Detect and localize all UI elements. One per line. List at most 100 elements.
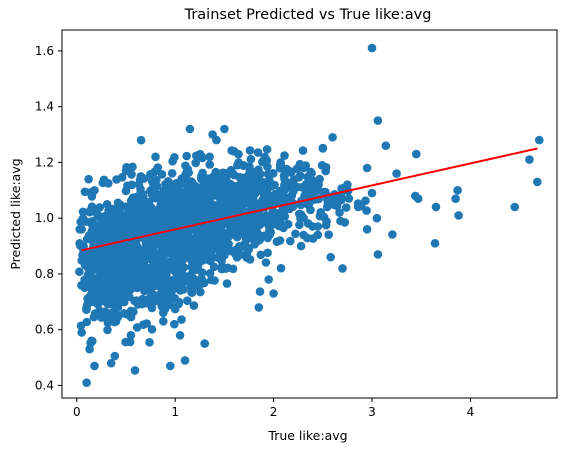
data-point <box>180 356 190 365</box>
data-point <box>177 315 186 324</box>
data-point <box>245 226 255 235</box>
data-point <box>125 242 134 251</box>
data-point <box>226 216 235 226</box>
data-point <box>90 361 99 371</box>
data-point <box>305 176 314 185</box>
data-point <box>160 304 170 314</box>
data-point <box>168 276 177 285</box>
data-point <box>181 161 190 171</box>
data-point <box>98 178 108 188</box>
data-point <box>533 177 542 187</box>
data-point <box>147 289 157 299</box>
data-point <box>104 219 113 228</box>
data-point <box>130 267 140 277</box>
data-point <box>336 216 345 226</box>
x-tick-label: 3 <box>368 405 376 419</box>
x-tick-label: 2 <box>270 405 278 419</box>
data-point <box>105 205 114 214</box>
data-point <box>367 188 377 198</box>
data-point <box>203 223 213 233</box>
data-point <box>246 154 256 164</box>
data-point <box>227 207 237 217</box>
data-point <box>85 207 94 217</box>
data-point <box>299 213 308 223</box>
data-point <box>175 331 185 340</box>
data-point <box>106 227 116 237</box>
data-point <box>127 180 137 190</box>
data-point <box>77 328 86 337</box>
data-point <box>265 226 274 235</box>
data-point <box>297 183 307 192</box>
data-point <box>103 318 113 328</box>
data-point <box>127 218 137 227</box>
data-point <box>205 152 214 162</box>
data-point <box>431 202 441 212</box>
data-point <box>95 261 105 271</box>
data-point <box>121 166 131 176</box>
data-point <box>159 317 168 326</box>
data-point <box>113 241 123 251</box>
data-point <box>120 280 130 289</box>
data-point <box>252 215 261 225</box>
data-point <box>196 174 206 184</box>
data-point <box>318 144 328 153</box>
data-point <box>79 252 88 262</box>
data-point <box>245 146 255 155</box>
y-tick-label: 0.4 <box>35 378 54 392</box>
data-point <box>412 149 421 159</box>
data-point <box>255 169 265 179</box>
data-point <box>85 260 95 270</box>
data-point <box>188 283 198 293</box>
data-point <box>84 174 93 184</box>
data-point <box>147 325 157 334</box>
chart-title: Trainset Predicted vs True like:avg <box>184 7 432 23</box>
data-point <box>280 151 289 160</box>
data-point <box>112 278 122 288</box>
data-point <box>104 256 114 266</box>
data-point <box>181 227 190 237</box>
data-point <box>82 303 91 312</box>
data-point <box>197 151 206 161</box>
data-point <box>256 177 266 186</box>
data-point <box>202 234 211 243</box>
data-point <box>90 186 99 195</box>
data-point <box>254 303 264 312</box>
data-point <box>162 195 171 205</box>
data-point <box>156 266 165 276</box>
data-point <box>321 166 331 176</box>
data-point <box>105 264 115 273</box>
data-point <box>262 156 272 165</box>
data-point <box>103 325 112 335</box>
data-point <box>131 224 140 234</box>
data-point <box>199 278 209 288</box>
data-point <box>183 296 192 306</box>
data-point <box>136 135 146 145</box>
data-point <box>194 202 204 211</box>
data-point <box>242 249 252 259</box>
data-point <box>200 339 209 348</box>
data-point <box>454 211 463 220</box>
data-point <box>392 169 401 178</box>
data-point <box>184 249 193 259</box>
data-point <box>154 281 163 291</box>
data-point <box>75 267 84 277</box>
data-point <box>167 250 177 260</box>
data-point <box>381 141 391 150</box>
data-point <box>217 238 226 247</box>
y-axis: 0.4 0.6 0.8 1.0 1.2 1.4 1.6 <box>35 44 62 392</box>
data-point <box>266 199 276 208</box>
data-point <box>306 205 315 215</box>
data-point <box>216 249 225 258</box>
x-tick-label: 1 <box>171 405 179 419</box>
data-point <box>108 308 117 317</box>
data-point <box>373 116 383 125</box>
data-point <box>174 193 183 203</box>
data-point <box>316 208 326 217</box>
data-point <box>362 225 372 234</box>
data-point <box>267 182 276 191</box>
data-point <box>192 189 201 198</box>
data-point <box>84 271 94 281</box>
data-point <box>206 213 216 222</box>
data-point <box>236 250 245 259</box>
